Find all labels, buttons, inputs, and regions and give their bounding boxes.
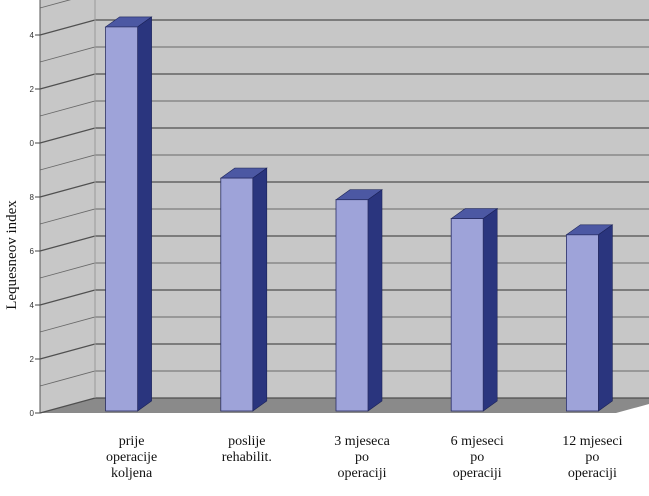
bar-side: [137, 16, 152, 412]
x-category-label: prije: [119, 434, 145, 449]
x-category-label: po: [585, 450, 599, 465]
x-category-label: 3 mjeseca: [334, 434, 390, 449]
x-category-label: po: [355, 450, 369, 465]
bar-side: [482, 208, 498, 412]
x-category-label: po: [470, 450, 484, 465]
bar: [335, 199, 369, 412]
y-tick-label: 4: [30, 301, 35, 310]
x-category-label: poslije: [228, 434, 265, 449]
x-category-label: rehabilit.: [222, 450, 272, 465]
x-category-label: operacije: [106, 450, 157, 465]
bar-side: [367, 189, 383, 412]
y-tick-label: 2: [30, 355, 35, 364]
x-category-label: operaciji: [338, 466, 387, 481]
x-category-label: operaciji: [453, 466, 502, 481]
y-axis-label: Lequesneov index: [4, 200, 20, 310]
bar: [220, 177, 254, 412]
x-category-label: koljena: [111, 466, 153, 481]
y-tick-label: 8: [30, 193, 35, 202]
x-category-label: operaciji: [568, 466, 617, 481]
y-tick-label: 4: [30, 31, 35, 40]
bar-side: [598, 224, 613, 412]
y-tick-label: 6: [30, 247, 35, 256]
x-category-label: 12 mjeseci: [562, 434, 622, 449]
bar: [566, 234, 599, 412]
bar-side: [252, 167, 268, 412]
y-tick-label: 0: [30, 139, 35, 148]
chart-side-wall: [40, 0, 95, 413]
bar: [450, 218, 484, 412]
gridline: [39, 0, 72, 9]
y-tick-label: 2: [30, 85, 35, 94]
bar: [105, 26, 138, 412]
x-category-label: 6 mjeseci: [451, 434, 504, 449]
y-tick-label: 0: [30, 409, 35, 418]
